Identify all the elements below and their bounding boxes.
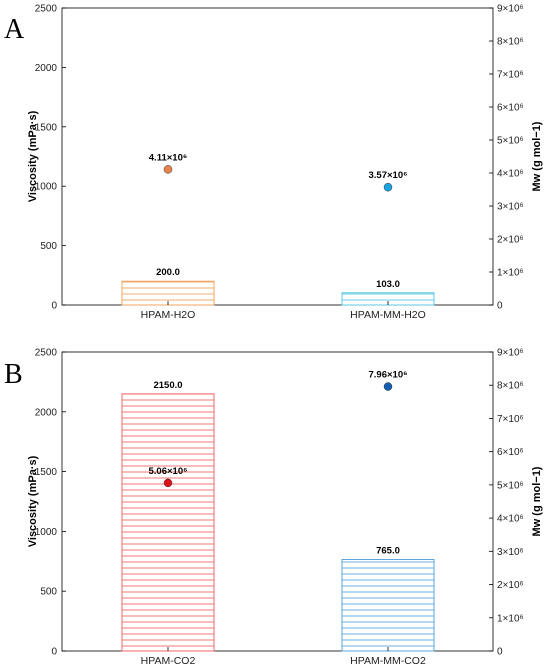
y2-tick-label: 0 xyxy=(497,647,503,658)
y-tick-label: 2000 xyxy=(35,407,58,418)
y2-tick-label: 3×10⁶ xyxy=(497,202,524,213)
bar-value-label: 2150.0 xyxy=(153,380,182,391)
y2-tick-label: 9×10⁶ xyxy=(497,4,524,15)
chart-panel-a: 0 500 1000 1500 2000 2500 0 1×10⁶ 2×10⁶ 3×10⁶ 4×10… xyxy=(27,4,543,322)
y2-tick-label: 5×10⁶ xyxy=(497,480,524,491)
y2-tick-label: 4×10⁶ xyxy=(497,169,524,180)
mw-point-label: 7.96×10⁶ xyxy=(369,370,408,381)
y-tick-label: 500 xyxy=(40,587,57,598)
y-tick-label: 1000 xyxy=(35,182,58,193)
y2-tick-label: 1×10⁶ xyxy=(497,268,524,279)
mw-point-label: 4.11×10⁶ xyxy=(149,152,187,163)
panel-label-a: A xyxy=(4,14,25,45)
plot-frame xyxy=(61,351,494,652)
mw-point xyxy=(163,165,173,174)
y2-axis-label: Mw (g mol−1) xyxy=(531,466,543,536)
bar-value-label: 765.0 xyxy=(376,546,400,557)
y-axis-label: Viscosity (mPa·s) xyxy=(27,110,39,202)
y-tick-label: 2500 xyxy=(35,4,58,15)
x-tick-label: HPAM-MM-H2O xyxy=(350,309,426,321)
y-tick-label: 2500 xyxy=(35,348,58,359)
y-tick-label: 2000 xyxy=(35,63,58,74)
y-tick-label: 500 xyxy=(40,241,57,252)
y-tick-label: 1000 xyxy=(35,527,58,538)
bar-value-label: 103.0 xyxy=(376,279,400,290)
y-tick-label: 0 xyxy=(51,647,57,658)
mw-point xyxy=(163,478,173,488)
y2-tick-label: 9×10⁶ xyxy=(497,348,524,359)
y2-tick-label: 8×10⁶ xyxy=(497,381,524,392)
y2-tick-label: 4×10⁶ xyxy=(497,514,524,525)
mw-point xyxy=(383,182,393,192)
y2-tick-label: 3×10⁶ xyxy=(497,547,524,558)
y-tick-label: 1500 xyxy=(35,467,58,478)
y2-tick-label: 7×10⁶ xyxy=(497,414,524,425)
y2-tick-label: 1×10⁶ xyxy=(497,613,524,624)
bar xyxy=(341,559,435,652)
panel-label-b: B xyxy=(4,359,23,390)
y2-tick-label: 6×10⁶ xyxy=(497,447,524,458)
plot-frame xyxy=(61,7,494,306)
y2-tick-label: 0 xyxy=(497,301,503,312)
x-tick-label: HPAM-CO2 xyxy=(141,655,196,667)
mw-point-label: 5.06×10⁶ xyxy=(149,466,188,477)
x-tick-label: HPAM-H2O xyxy=(141,309,196,321)
y-tick-label: 0 xyxy=(51,301,57,312)
mw-point xyxy=(383,382,393,391)
y2-tick-label: 2×10⁶ xyxy=(497,235,524,246)
y2-tick-label: 5×10⁶ xyxy=(497,136,524,147)
bar-value-label: 200.0 xyxy=(156,267,180,278)
y2-tick-label: 7×10⁶ xyxy=(497,70,524,81)
bar xyxy=(121,393,215,652)
x-tick-label: HPAM-MM-CO2 xyxy=(350,655,426,667)
y-axis-label: Viscosity (mPa·s) xyxy=(27,455,39,547)
y2-axis-label: Mw (g mol−1) xyxy=(531,121,543,191)
y2-tick-label: 6×10⁶ xyxy=(497,103,524,114)
chart-panel-b: 0 500 1000 1500 2000 2500 0 1×10⁶ 2×10⁶ 3×10⁶ 4×10… xyxy=(27,348,543,667)
y2-tick-label: 8×10⁶ xyxy=(497,37,524,48)
y-tick-label: 1500 xyxy=(35,122,58,133)
y2-tick-label: 2×10⁶ xyxy=(497,580,524,591)
mw-point-label: 3.57×10⁶ xyxy=(369,170,408,181)
